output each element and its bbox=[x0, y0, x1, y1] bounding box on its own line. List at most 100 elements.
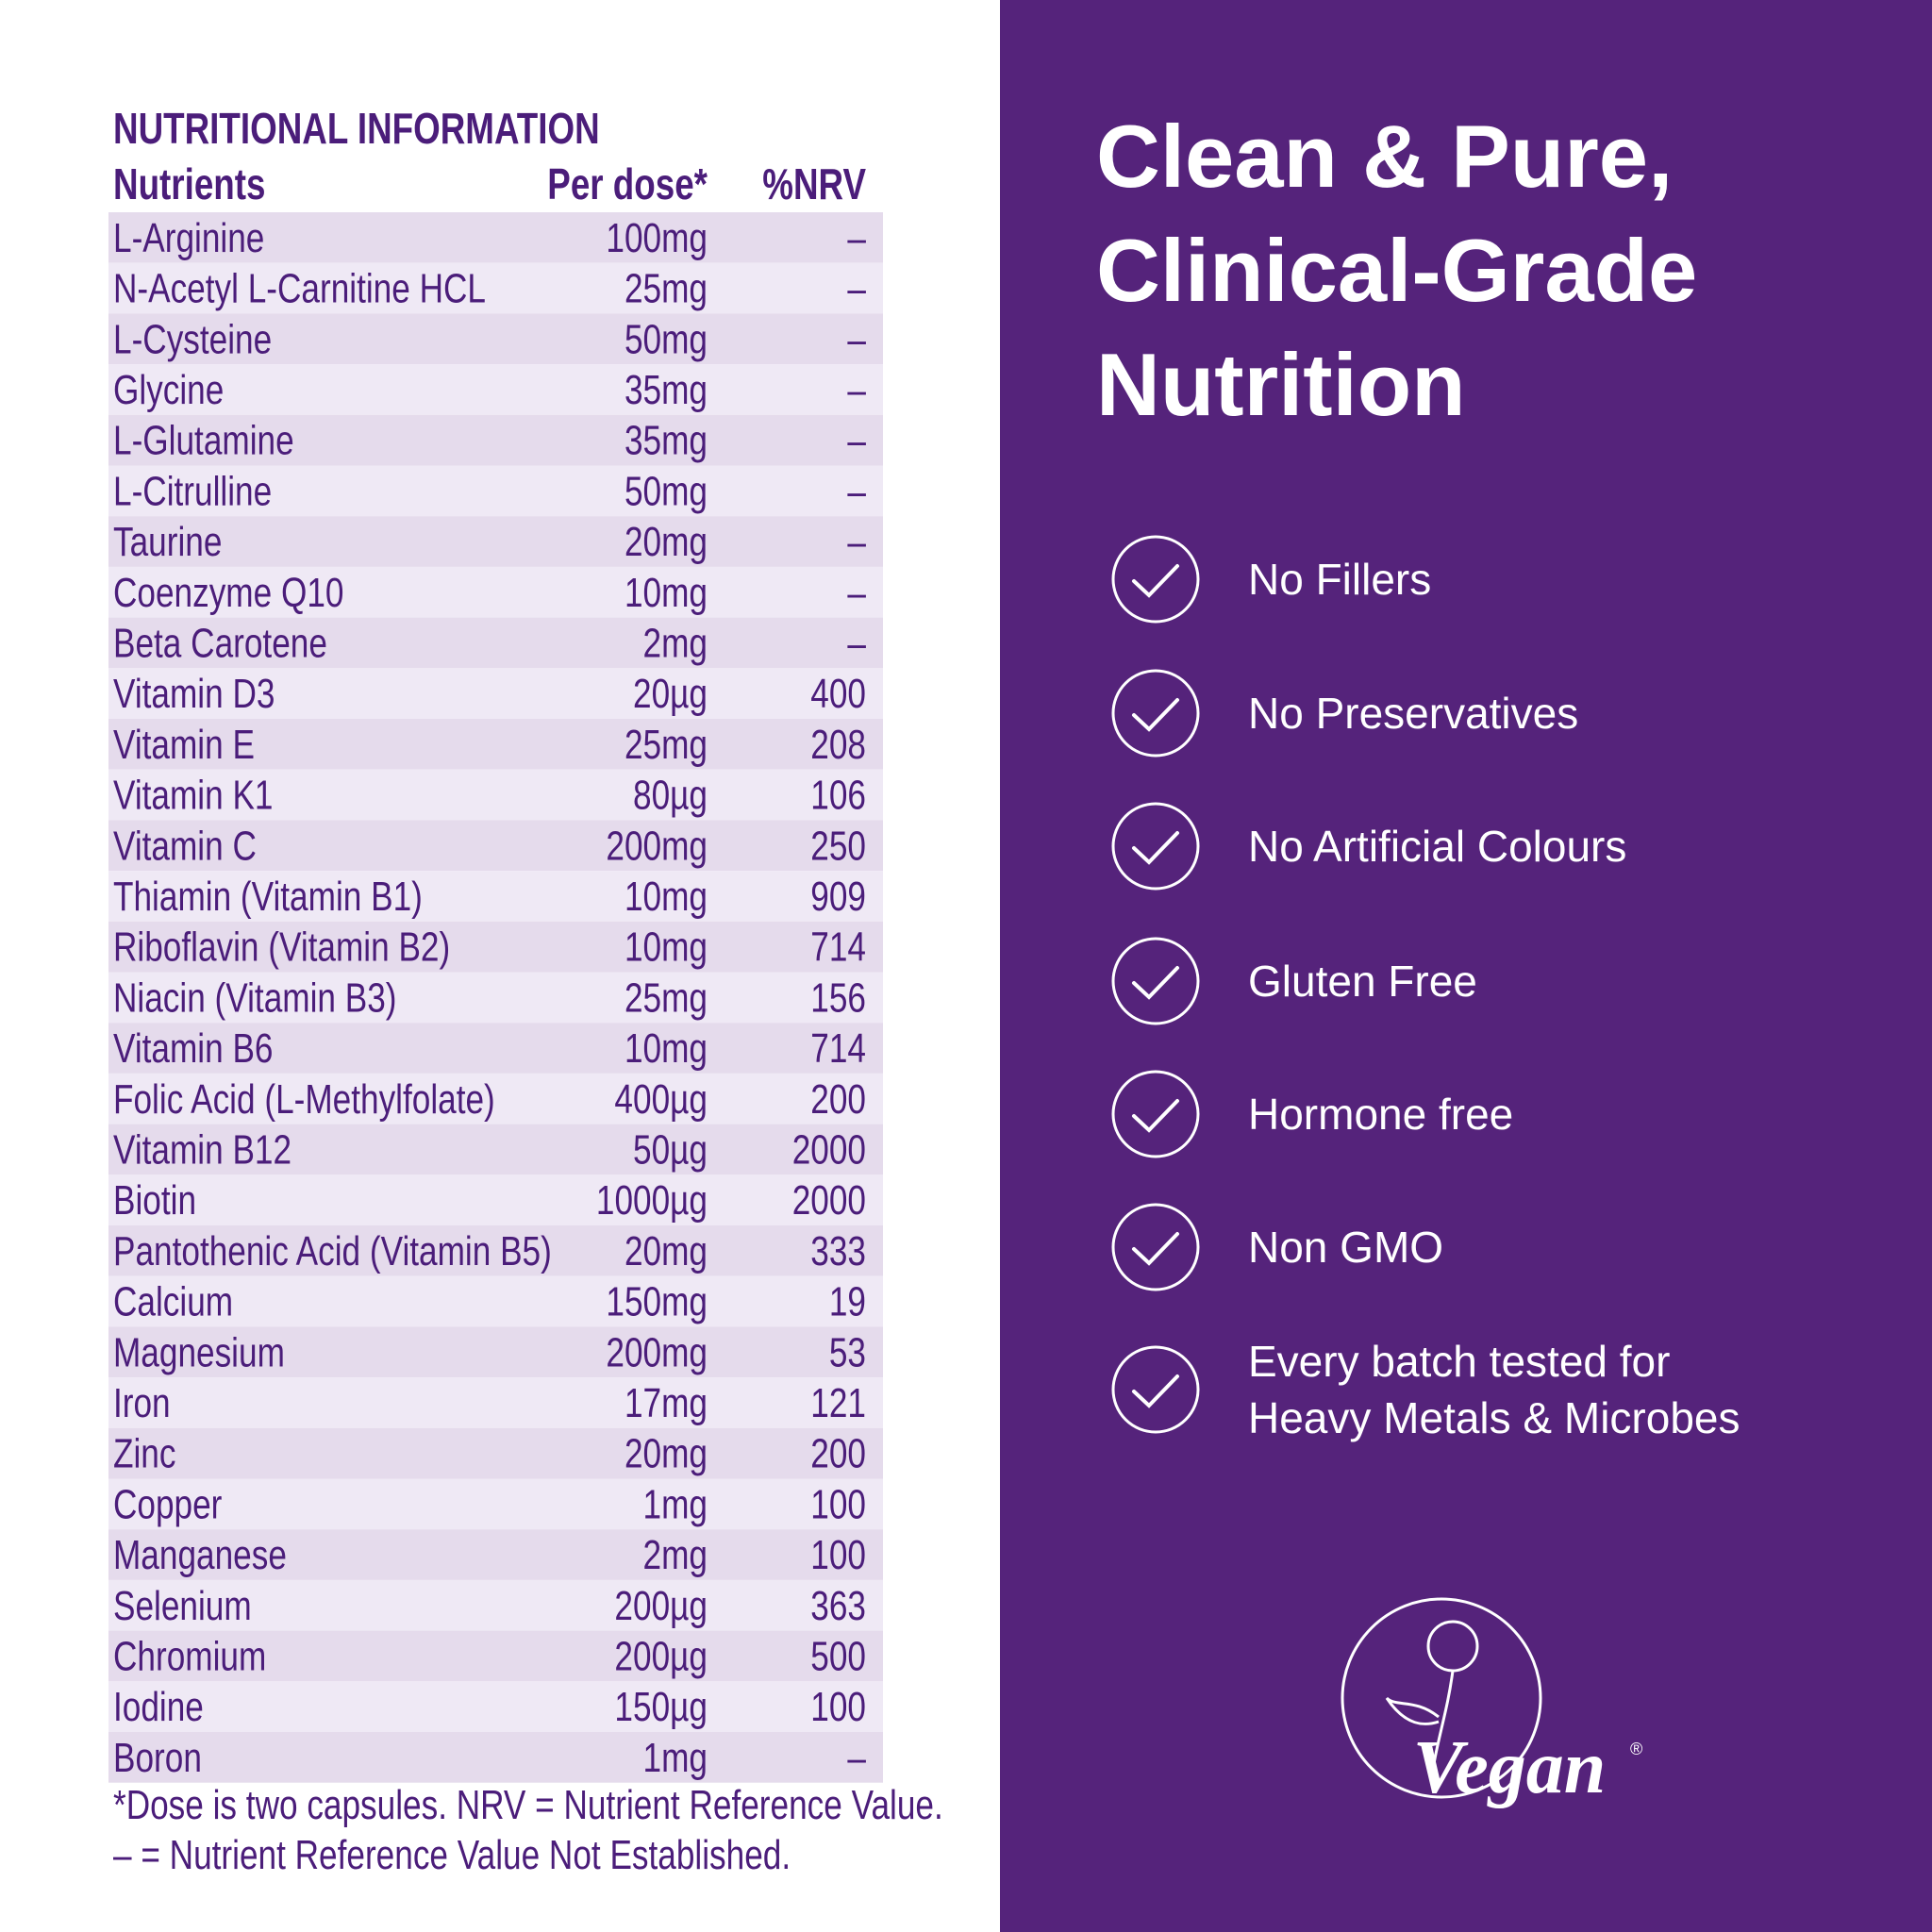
table-cell: Calcium bbox=[113, 1279, 233, 1325]
table-cell: Vitamin C bbox=[113, 824, 257, 870]
table-cell: – bbox=[847, 418, 866, 464]
table-cell: L-Cysteine bbox=[113, 317, 272, 363]
table-cell: 909 bbox=[810, 874, 866, 920]
heading-line: Clinical-Grade bbox=[1096, 221, 1697, 320]
table-cell: 714 bbox=[810, 1025, 866, 1072]
row-bg bbox=[108, 1377, 883, 1428]
table-cell: L-Arginine bbox=[113, 215, 264, 261]
row-bg bbox=[108, 1275, 883, 1327]
table-cell: 156 bbox=[810, 975, 866, 1022]
table-cell: Biotin bbox=[113, 1178, 196, 1224]
table-cell: 2mg bbox=[643, 1532, 708, 1578]
table-cell: – bbox=[847, 519, 866, 565]
row-bg bbox=[108, 1326, 883, 1378]
row-bg bbox=[108, 1427, 883, 1479]
table-cell: 35mg bbox=[625, 367, 708, 413]
row-bg bbox=[108, 1174, 883, 1225]
row-bg bbox=[108, 364, 883, 415]
row-bg bbox=[108, 212, 883, 263]
table-cell: 400 bbox=[810, 672, 866, 718]
table-cell: 208 bbox=[810, 722, 866, 768]
column-header: Nutrients bbox=[113, 159, 265, 208]
footnote: – = Nutrient Reference Value Not Establi… bbox=[113, 1832, 791, 1878]
row-bg bbox=[108, 921, 883, 973]
column-header: Per dose* bbox=[547, 159, 708, 208]
row-bg bbox=[108, 313, 883, 365]
table-cell: 150µg bbox=[614, 1685, 708, 1731]
table-cell: Magnesium bbox=[113, 1330, 285, 1376]
table-cell: Iron bbox=[113, 1380, 171, 1426]
table-cell: Manganese bbox=[113, 1532, 287, 1578]
heading-line: Clean & Pure, bbox=[1096, 107, 1673, 206]
check-mark bbox=[1132, 698, 1179, 732]
table-cell: Beta Carotene bbox=[113, 621, 327, 667]
table-cell: 200 bbox=[810, 1431, 866, 1477]
table-cell: – bbox=[847, 215, 866, 261]
table-cell: Boron bbox=[113, 1735, 202, 1781]
table-cell: 363 bbox=[810, 1583, 866, 1629]
feature-text: Gluten Free bbox=[1248, 957, 1477, 1006]
row-bg bbox=[108, 1630, 883, 1682]
table-cell: – bbox=[847, 570, 866, 616]
table-cell: 200µg bbox=[614, 1583, 708, 1629]
check-mark bbox=[1132, 1374, 1179, 1408]
table-cell: Vitamin E bbox=[113, 722, 255, 768]
table-cell: 200mg bbox=[606, 824, 708, 870]
row-bg bbox=[108, 262, 883, 314]
table-cell: L-Glutamine bbox=[113, 418, 294, 464]
table-cell: 121 bbox=[810, 1380, 866, 1426]
table-cell: 20µg bbox=[633, 672, 708, 718]
check-mark bbox=[1132, 564, 1179, 598]
table-cell: 100 bbox=[810, 1482, 866, 1528]
check-circle bbox=[1111, 535, 1200, 624]
table-cell: 20mg bbox=[625, 519, 708, 565]
table-cell: 100 bbox=[810, 1532, 866, 1578]
row-bg bbox=[108, 1529, 883, 1580]
feature-text: No Artificial Colours bbox=[1248, 822, 1626, 871]
table-cell: – bbox=[847, 367, 866, 413]
table-text: NUTRITIONAL INFORMATION Nutrients Per dose… bbox=[113, 104, 943, 1878]
table-cell: Chromium bbox=[113, 1634, 266, 1680]
row-bg bbox=[108, 1124, 883, 1175]
row-bg bbox=[108, 1073, 883, 1124]
check-circle bbox=[1111, 1203, 1200, 1291]
row-bg bbox=[108, 1023, 883, 1074]
table-cell: 2mg bbox=[643, 621, 708, 667]
table-cell: Folic Acid (L-Methylfolate) bbox=[113, 1076, 495, 1123]
table-cell: Coenzyme Q10 bbox=[113, 570, 343, 616]
row-bg bbox=[108, 1478, 883, 1530]
feature-text: Heavy Metals & Microbes bbox=[1248, 1393, 1740, 1442]
right-panel bbox=[1000, 0, 1932, 1932]
table-cell: Copper bbox=[113, 1482, 222, 1528]
table-cell: – bbox=[847, 469, 866, 515]
table-cell: 106 bbox=[810, 773, 866, 819]
table-cell: N-Acetyl L-Carnitine HCL bbox=[113, 266, 486, 312]
check-mark bbox=[1132, 831, 1179, 865]
row-bg bbox=[108, 719, 883, 770]
row-bg bbox=[108, 972, 883, 1024]
feature-text: Non GMO bbox=[1248, 1223, 1443, 1272]
table-cell: Iodine bbox=[113, 1685, 204, 1731]
feature-text: No Preservatives bbox=[1248, 689, 1578, 738]
table-title: NUTRITIONAL INFORMATION bbox=[113, 104, 600, 153]
table-cell: 50mg bbox=[625, 469, 708, 515]
table-cell: 100 bbox=[810, 1685, 866, 1731]
table-cell: 2000 bbox=[792, 1178, 866, 1224]
logo-stem bbox=[1385, 1670, 1455, 1765]
column-header: %NRV bbox=[762, 159, 866, 208]
check-circle bbox=[1111, 937, 1200, 1025]
row-bg bbox=[108, 1225, 883, 1276]
row-bg bbox=[108, 465, 883, 517]
table-cell: 200mg bbox=[606, 1330, 708, 1376]
row-bg bbox=[108, 566, 883, 618]
table-cell: 333 bbox=[810, 1228, 866, 1274]
table-cell: 10mg bbox=[625, 874, 708, 920]
table-cell: 25mg bbox=[625, 722, 708, 768]
row-bg bbox=[108, 1579, 883, 1631]
table-cell: – bbox=[847, 621, 866, 667]
table-cell: – bbox=[847, 266, 866, 312]
vegan-logo bbox=[1341, 1597, 1542, 1799]
check-mark bbox=[1132, 966, 1179, 1000]
table-cell: 25mg bbox=[625, 975, 708, 1022]
